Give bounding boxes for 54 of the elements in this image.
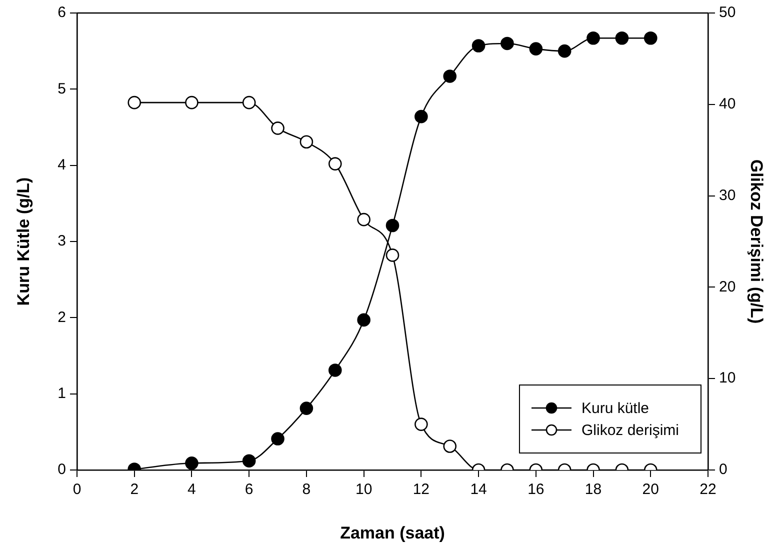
point	[128, 96, 142, 110]
point	[328, 364, 342, 377]
x-tick-label: 14	[470, 481, 487, 498]
x-tick-label: 12	[412, 481, 430, 498]
y-tick-label: 3	[58, 232, 66, 250]
x-tick-label: 22	[700, 481, 716, 498]
x-tick-label: 8	[302, 481, 311, 498]
x-tick-label: 4	[188, 481, 196, 498]
point	[300, 135, 314, 149]
x-tick-label: 6	[244, 481, 254, 498]
x-tick-label: 16	[528, 481, 544, 498]
y-tick-label: 6	[58, 4, 66, 22]
y2-tick-label: 30	[719, 186, 736, 204]
point	[615, 31, 629, 45]
point	[357, 313, 370, 327]
y-tick-label: 0	[58, 461, 66, 478]
y2-axis-title: Glikoz Derişimi (g/L)	[747, 159, 766, 324]
point	[271, 122, 284, 135]
point	[386, 218, 400, 232]
point	[443, 70, 457, 83]
point	[586, 31, 600, 45]
point	[185, 96, 198, 110]
y2-tick-label: 50	[719, 4, 736, 22]
point	[386, 248, 400, 262]
legend-label: Kuru kütle	[581, 400, 650, 418]
point	[644, 31, 658, 45]
y-tick-label: 1	[58, 384, 66, 402]
legend-label: Glikoz derişimi	[581, 422, 679, 440]
point	[242, 96, 256, 110]
x-tick-label: 0	[72, 481, 82, 498]
x-tick-label: 20	[642, 481, 659, 498]
y-tick-label: 2	[58, 308, 66, 326]
x-axis-title: Zaman (saat)	[340, 523, 445, 542]
point	[414, 110, 428, 124]
y2-tick-label: 10	[719, 370, 736, 387]
x-tick-label: 18	[584, 481, 602, 498]
x-tick-label: 2	[130, 481, 139, 498]
point	[357, 212, 370, 226]
point	[500, 36, 514, 50]
y2-tick-label: 20	[719, 278, 736, 296]
y2-tick-label: 40	[719, 96, 736, 113]
point	[242, 454, 256, 468]
point	[529, 42, 543, 56]
point	[300, 402, 314, 415]
y-axis-title: Kuru Kütle (g/L)	[14, 177, 33, 306]
point	[558, 44, 572, 58]
x-tick-label: 10	[355, 481, 372, 498]
point	[271, 432, 284, 446]
point	[185, 456, 198, 470]
point	[472, 39, 486, 52]
y2-tick-label: 0	[719, 461, 728, 478]
y-tick-label: 4	[58, 156, 66, 174]
point	[328, 157, 342, 170]
y-tick-label: 5	[58, 80, 66, 98]
